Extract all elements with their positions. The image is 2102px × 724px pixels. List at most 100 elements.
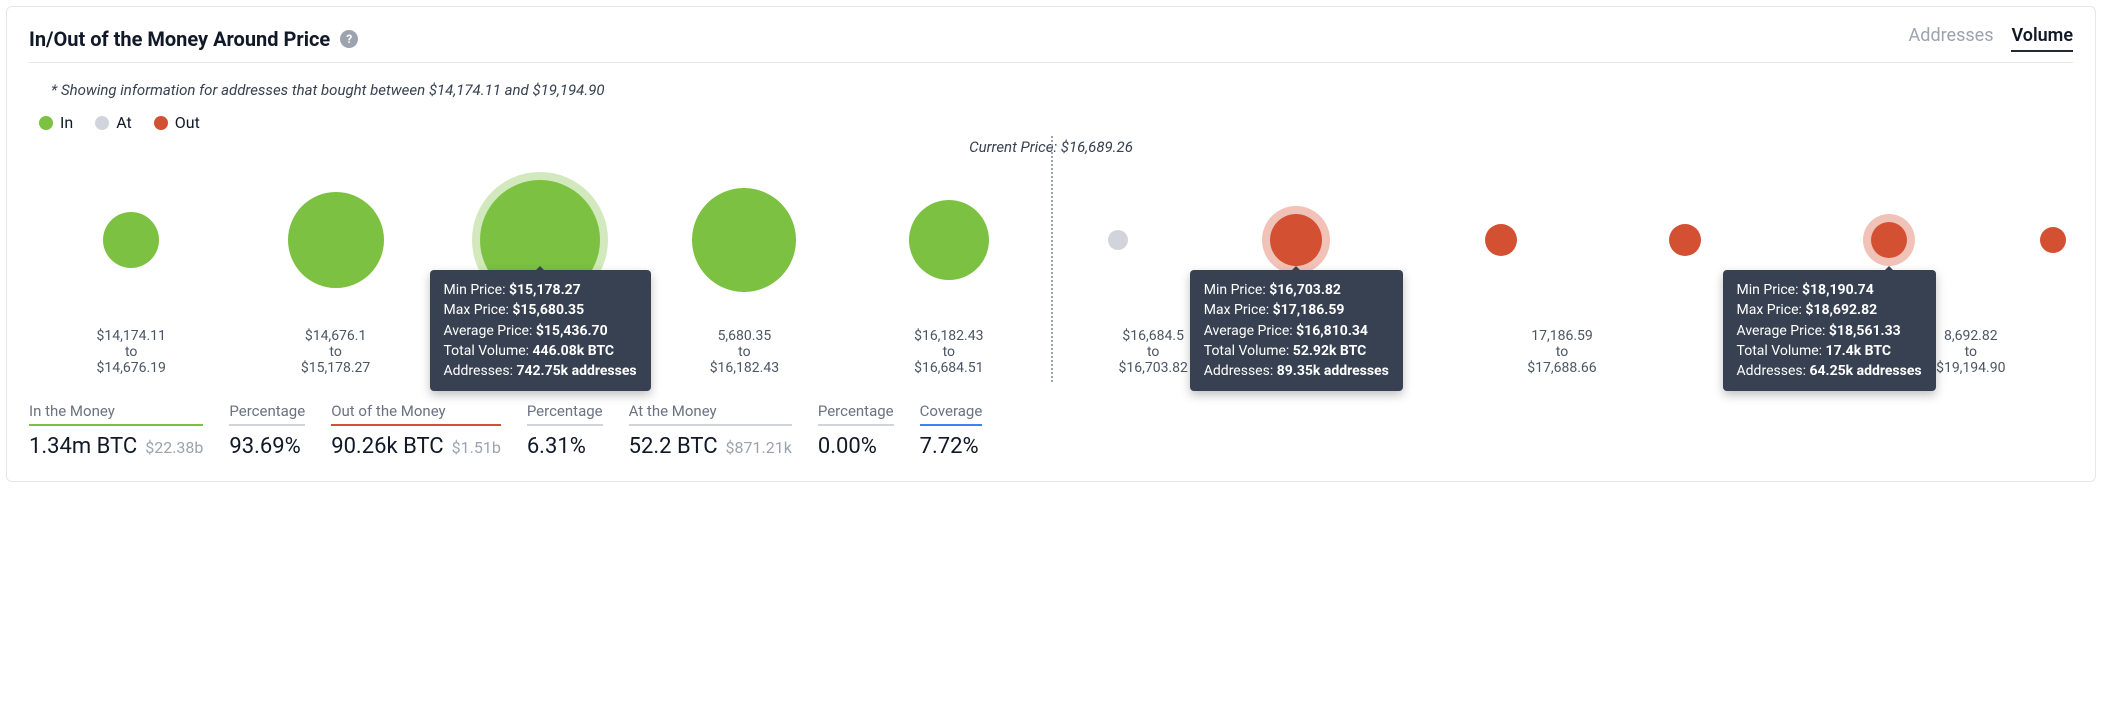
- stat-label: Percentage: [818, 402, 894, 426]
- stat-block: Percentage 0.00%: [818, 402, 894, 459]
- stat-label: Coverage: [920, 402, 983, 426]
- stat-value: 1.34m BTC: [29, 434, 137, 459]
- axis-from: 17,186.59: [1460, 328, 1664, 344]
- title-wrap: In/Out of the Money Around Price ?: [29, 27, 358, 51]
- stat-label: Percentage: [229, 402, 305, 426]
- tooltip-line: Max Price: $15,680.35: [444, 300, 637, 320]
- axis-to: $14,676.19: [29, 360, 233, 376]
- bubble[interactable]: [692, 188, 796, 292]
- stat-label: Percentage: [527, 402, 603, 426]
- stat-value-row: 52.2 BTC $871.21k: [629, 434, 792, 459]
- bubble[interactable]: [1871, 222, 1907, 258]
- stat-block: At the Money 52.2 BTC $871.21k: [629, 402, 792, 459]
- tooltip-line: Average Price: $15,436.70: [444, 321, 637, 341]
- legend-item-out: Out: [154, 113, 200, 132]
- axis-to: $16,182.43: [642, 360, 846, 376]
- axis-cell: 5,680.35to$16,182.43: [642, 328, 846, 376]
- stats-row: In the Money 1.34m BTC $22.38b Percentage 93…: [29, 402, 2073, 459]
- current-price-divider: [1051, 136, 1053, 382]
- axis-to: $16,684.51: [847, 360, 1051, 376]
- axis-cell: $16,182.43to$16,684.51: [847, 328, 1051, 376]
- legend-swatch: [39, 116, 53, 130]
- stat-subvalue: $22.38b: [145, 438, 203, 457]
- axis-from: $14,676.1: [233, 328, 437, 344]
- stat-block: Coverage 7.72%: [920, 402, 983, 459]
- stat-subvalue: $1.51b: [452, 438, 501, 457]
- bubble[interactable]: [1108, 230, 1128, 250]
- tooltip: Min Price: $15,178.27Max Price: $15,680.…: [430, 270, 651, 391]
- tooltip-line: Addresses: 742.75k addresses: [444, 361, 637, 381]
- legend-swatch: [95, 116, 109, 130]
- stat-value: 6.31%: [527, 434, 586, 459]
- tooltip-line: Total Volume: 446.08k BTC: [444, 341, 637, 361]
- legend-item-at: At: [95, 113, 132, 132]
- stat-value: 52.2 BTC: [629, 434, 718, 459]
- stat-block: Percentage 6.31%: [527, 402, 603, 459]
- stat-value-row: 0.00%: [818, 434, 894, 459]
- stat-subvalue: $871.21k: [726, 438, 792, 457]
- axis-cell: $14,676.1to$15,178.27: [233, 328, 437, 376]
- tooltip-line: Max Price: $17,186.59: [1204, 300, 1389, 320]
- stat-value-row: 7.72%: [920, 434, 983, 459]
- tooltip: Min Price: $16,703.82Max Price: $17,186.…: [1190, 270, 1403, 391]
- bubble[interactable]: [103, 212, 159, 268]
- stat-value-row: 90.26k BTC $1.51b: [331, 434, 501, 459]
- bubble[interactable]: [1485, 224, 1517, 256]
- stat-value: 0.00%: [818, 434, 877, 459]
- tab-addresses[interactable]: Addresses: [1909, 25, 1994, 52]
- bubble[interactable]: [288, 192, 384, 288]
- header-row: In/Out of the Money Around Price ? Addre…: [29, 25, 2073, 63]
- legend-item-in: In: [39, 113, 73, 132]
- axis-to-word: to: [1460, 344, 1664, 360]
- axis-to-word: to: [847, 344, 1051, 360]
- legend-label: In: [60, 113, 73, 132]
- stat-value-row: 93.69%: [229, 434, 305, 459]
- axis-to: $17,688.66: [1460, 360, 1664, 376]
- stat-block: Out of the Money 90.26k BTC $1.51b: [331, 402, 501, 459]
- axis-cell: $14,174.11to$14,676.19: [29, 328, 233, 376]
- tooltip-line: Addresses: 89.35k addresses: [1204, 361, 1389, 381]
- tooltip-line: Total Volume: 52.92k BTC: [1204, 341, 1389, 361]
- axis-from: $16,182.43: [847, 328, 1051, 344]
- stat-value: 90.26k BTC: [331, 434, 443, 459]
- legend-label: Out: [175, 113, 200, 132]
- stat-value-row: 6.31%: [527, 434, 603, 459]
- legend-label: At: [116, 113, 132, 132]
- axis-from: $14,174.11: [29, 328, 233, 344]
- tabs: Addresses Volume: [1909, 25, 2073, 52]
- stat-value-row: 1.34m BTC $22.38b: [29, 434, 203, 459]
- axis-to-word: to: [233, 344, 437, 360]
- iomap-card: In/Out of the Money Around Price ? Addre…: [6, 6, 2096, 482]
- stat-label: At the Money: [629, 402, 792, 426]
- bubble[interactable]: [1270, 214, 1322, 266]
- subtitle: * Showing information for addresses that…: [51, 81, 2073, 99]
- axis-to-word: to: [642, 344, 846, 360]
- tab-volume[interactable]: Volume: [2011, 25, 2073, 52]
- stat-label: Out of the Money: [331, 402, 501, 426]
- bubble[interactable]: [2040, 227, 2066, 253]
- axis-cell: 17,186.59to$17,688.66: [1460, 328, 1664, 376]
- help-icon[interactable]: ?: [340, 30, 358, 48]
- axis-to-word: to: [29, 344, 233, 360]
- stat-value: 93.69%: [229, 434, 300, 459]
- tooltip-line: Min Price: $15,178.27: [444, 280, 637, 300]
- tooltip: Min Price: $18,190.74Max Price: $18,692.…: [1723, 270, 1936, 391]
- tooltip-line: Average Price: $18,561.33: [1737, 321, 1922, 341]
- bubble[interactable]: [909, 200, 989, 280]
- stat-value: 7.72%: [920, 434, 979, 459]
- bubble[interactable]: [1669, 224, 1701, 256]
- tooltip-line: Addresses: 64.25k addresses: [1737, 361, 1922, 381]
- tooltip-line: Min Price: $16,703.82: [1204, 280, 1389, 300]
- axis-from: 5,680.35: [642, 328, 846, 344]
- card-title: In/Out of the Money Around Price: [29, 27, 330, 51]
- tooltip-line: Min Price: $18,190.74: [1737, 280, 1922, 300]
- stat-block: Percentage 93.69%: [229, 402, 305, 459]
- chart-stage: Min Price: $15,178.27Max Price: $15,680.…: [29, 160, 2073, 320]
- legend: In At Out: [39, 113, 2073, 132]
- tooltip-line: Total Volume: 17.4k BTC: [1737, 341, 1922, 361]
- tooltip-line: Max Price: $18,692.82: [1737, 300, 1922, 320]
- legend-swatch: [154, 116, 168, 130]
- axis-to: $15,178.27: [233, 360, 437, 376]
- tooltip-line: Average Price: $16,810.34: [1204, 321, 1389, 341]
- stat-label: In the Money: [29, 402, 203, 426]
